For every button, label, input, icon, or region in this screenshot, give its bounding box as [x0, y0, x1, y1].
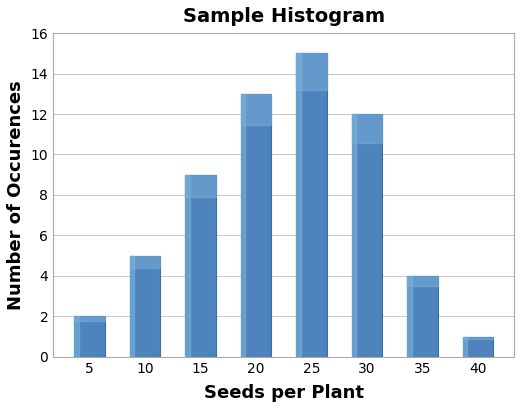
Bar	[407, 276, 412, 357]
Y-axis label: Number of Occurences: Number of Occurences	[7, 80, 25, 310]
Bar	[407, 276, 438, 357]
Bar	[130, 256, 160, 268]
Title: Sample Histogram: Sample Histogram	[182, 7, 384, 26]
Bar	[352, 114, 356, 357]
Bar	[296, 53, 327, 90]
Bar	[352, 114, 382, 143]
Bar	[185, 175, 216, 197]
Bar	[241, 94, 271, 125]
Bar	[185, 175, 190, 357]
Bar	[352, 114, 382, 357]
Bar	[130, 256, 160, 357]
Bar	[463, 337, 467, 357]
X-axis label: Seeds per Plant: Seeds per Plant	[204, 384, 364, 402]
Bar	[74, 317, 105, 357]
Bar	[74, 317, 79, 357]
Bar	[407, 276, 438, 285]
Bar	[463, 337, 493, 357]
Bar	[296, 53, 301, 357]
Bar	[241, 94, 245, 357]
Bar	[130, 256, 134, 357]
Bar	[241, 94, 271, 357]
Bar	[463, 337, 493, 339]
Bar	[185, 175, 216, 357]
Bar	[74, 317, 105, 321]
Bar	[296, 53, 327, 357]
